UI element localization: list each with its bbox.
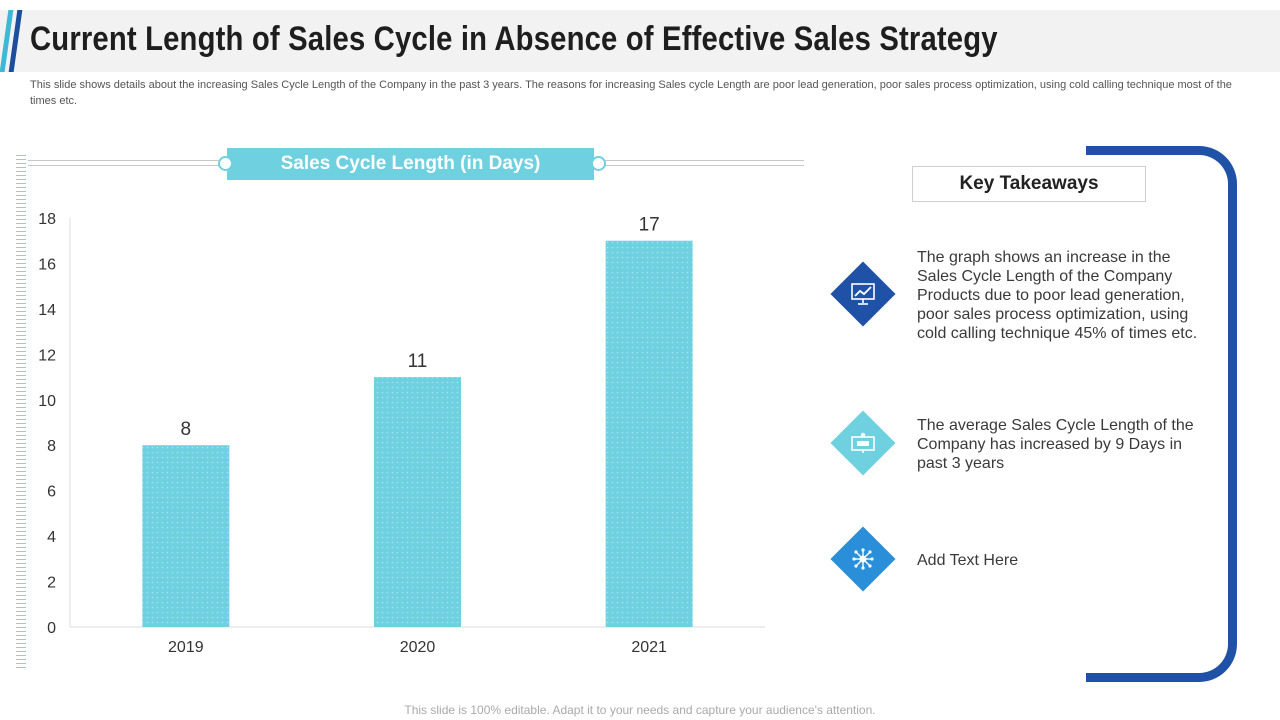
y-tick-label: 8 bbox=[47, 438, 56, 455]
takeaway-1-badge bbox=[830, 261, 896, 327]
y-tick-label: 10 bbox=[38, 393, 56, 410]
takeaways-frame bbox=[1086, 146, 1237, 682]
footer-note: This slide is 100% editable. Adapt it to… bbox=[404, 703, 876, 717]
takeaway-2-text: The average Sales Cycle Length of the Co… bbox=[917, 417, 1194, 472]
takeaway-3-text: Add Text Here bbox=[917, 552, 1019, 569]
bar-chart: 0 2 4 6 8 10 12 14 16 18 8 2019 11 2020 17 2021 bbox=[38, 211, 765, 656]
chart-title: Sales Cycle Length (in Days) bbox=[227, 148, 594, 180]
decorative-ruler bbox=[16, 155, 26, 670]
page-title: Current Length of Sales Cycle in Absence… bbox=[30, 20, 998, 58]
bar-value-label: 11 bbox=[408, 351, 428, 372]
title-bar bbox=[0, 10, 1280, 72]
network-icon bbox=[851, 547, 875, 571]
y-tick-label: 4 bbox=[47, 529, 56, 546]
takeaways-title: Key Takeaways bbox=[912, 166, 1146, 202]
takeaway-1-text: The graph shows an increase in the Sales… bbox=[917, 249, 1198, 342]
presentation-icon bbox=[851, 432, 875, 454]
bar-2020 bbox=[374, 377, 461, 627]
bar-2019 bbox=[142, 445, 230, 627]
x-tick-label: 2021 bbox=[631, 639, 667, 656]
takeaway-3-badge bbox=[830, 526, 896, 592]
rail-dot bbox=[218, 156, 233, 171]
y-tick-label: 2 bbox=[47, 575, 56, 592]
slide-description: This slide shows details about the incre… bbox=[30, 79, 1232, 107]
y-tick-label: 0 bbox=[47, 620, 56, 637]
bar-2021 bbox=[605, 240, 693, 627]
takeaway-2-badge bbox=[830, 410, 896, 476]
bar-value-label: 17 bbox=[639, 215, 660, 236]
rail-dot bbox=[591, 156, 606, 171]
trend-chart-icon bbox=[851, 283, 875, 305]
y-tick-label: 12 bbox=[38, 347, 56, 364]
x-tick-label: 2020 bbox=[400, 639, 436, 656]
y-tick-label: 18 bbox=[38, 211, 56, 228]
y-tick-label: 14 bbox=[38, 302, 56, 319]
bar-value-label: 8 bbox=[181, 419, 192, 440]
y-tick-label: 16 bbox=[38, 256, 56, 273]
y-tick-label: 6 bbox=[47, 484, 56, 501]
x-tick-label: 2019 bbox=[168, 639, 204, 656]
